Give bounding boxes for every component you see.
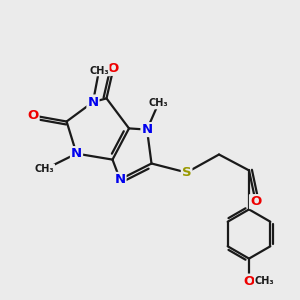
Text: O: O [27,109,39,122]
Text: N: N [71,147,82,160]
Text: N: N [141,123,153,136]
Text: CH₃: CH₃ [34,164,54,175]
Text: O: O [243,274,255,288]
Text: N: N [114,173,126,186]
Text: O: O [250,195,261,208]
Text: S: S [182,166,191,179]
Text: CH₃: CH₃ [255,276,274,286]
Text: O: O [108,62,119,75]
Text: CH₃: CH₃ [148,98,168,109]
Text: N: N [87,95,99,109]
Text: CH₃: CH₃ [89,65,109,76]
